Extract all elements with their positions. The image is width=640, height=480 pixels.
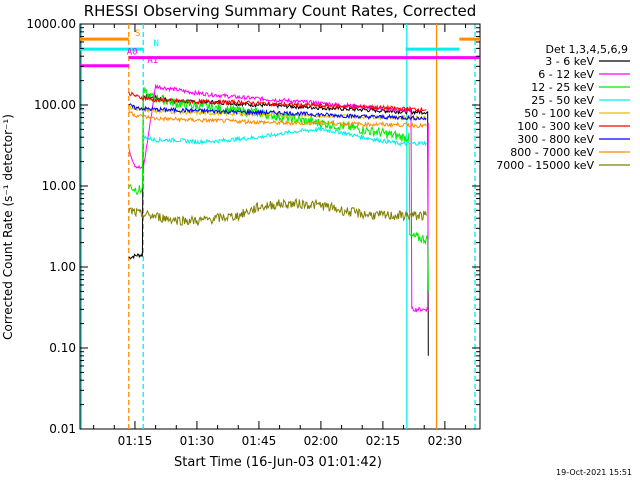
x-axis-label: Start Time (16-Jun-03 01:01:42)	[174, 455, 382, 470]
legend-entry-label: 7000 - 15000 keV	[496, 159, 594, 172]
series-line	[128, 108, 427, 129]
y-tick-label: 100.00	[34, 98, 76, 112]
y-axis-label: Corrected Count Rate (s⁻¹ detector⁻¹)	[1, 114, 15, 340]
legend-entry-label: 800 - 7000 keV	[510, 146, 594, 159]
series-line	[128, 197, 427, 227]
legend-entry-label: 100 - 300 keV	[517, 120, 594, 133]
flag-label: N	[154, 39, 159, 49]
plot-frame	[79, 23, 481, 430]
flag-label: A0	[127, 48, 138, 58]
x-tick-label: 02:00	[304, 434, 339, 448]
x-tick-label: 01:15	[118, 434, 153, 448]
chart-title: RHESSI Observing Summary Count Rates, Co…	[84, 2, 477, 20]
flag-label: S	[135, 29, 140, 39]
series-line	[128, 103, 427, 122]
flag-bars: S N A0 A1	[80, 29, 480, 68]
x-tick-label: 02:15	[366, 434, 401, 448]
series-line	[142, 125, 427, 147]
axes: 1000.00 100.00 10.00 1.00 0.10 0.01 01:15 01:30…	[26, 17, 480, 448]
flag-label: A1	[147, 56, 158, 66]
y-tick-label: 10.00	[42, 179, 76, 193]
x-tick-label: 02:30	[428, 434, 463, 448]
legend-entry-label: 6 - 12 keV	[538, 68, 594, 81]
x-tick-label: 01:45	[242, 434, 277, 448]
legend-entry-label: 25 - 50 keV	[531, 94, 594, 107]
legend-entry-label: 50 - 100 keV	[524, 107, 594, 120]
y-tick-label: 0.01	[49, 422, 76, 436]
y-tick-label: 0.10	[49, 341, 76, 355]
legend-entry-label: 3 - 6 keV	[545, 55, 594, 68]
legend-entry-label: 300 - 800 keV	[517, 133, 594, 146]
plot-area	[79, 23, 481, 430]
legend-entry-label: 12 - 25 keV	[531, 81, 594, 94]
data-series	[128, 83, 429, 356]
footer-date: 19-Oct-2021 15:51	[556, 468, 632, 477]
y-tick-label: 1.00	[49, 260, 76, 274]
event-lines	[80, 24, 476, 429]
series-line	[128, 91, 427, 113]
x-tick-label: 01:30	[180, 434, 215, 448]
legend-title: Det 1,3,4,5,6,9	[545, 43, 628, 56]
y-tick-label: 1000.00	[26, 17, 76, 31]
